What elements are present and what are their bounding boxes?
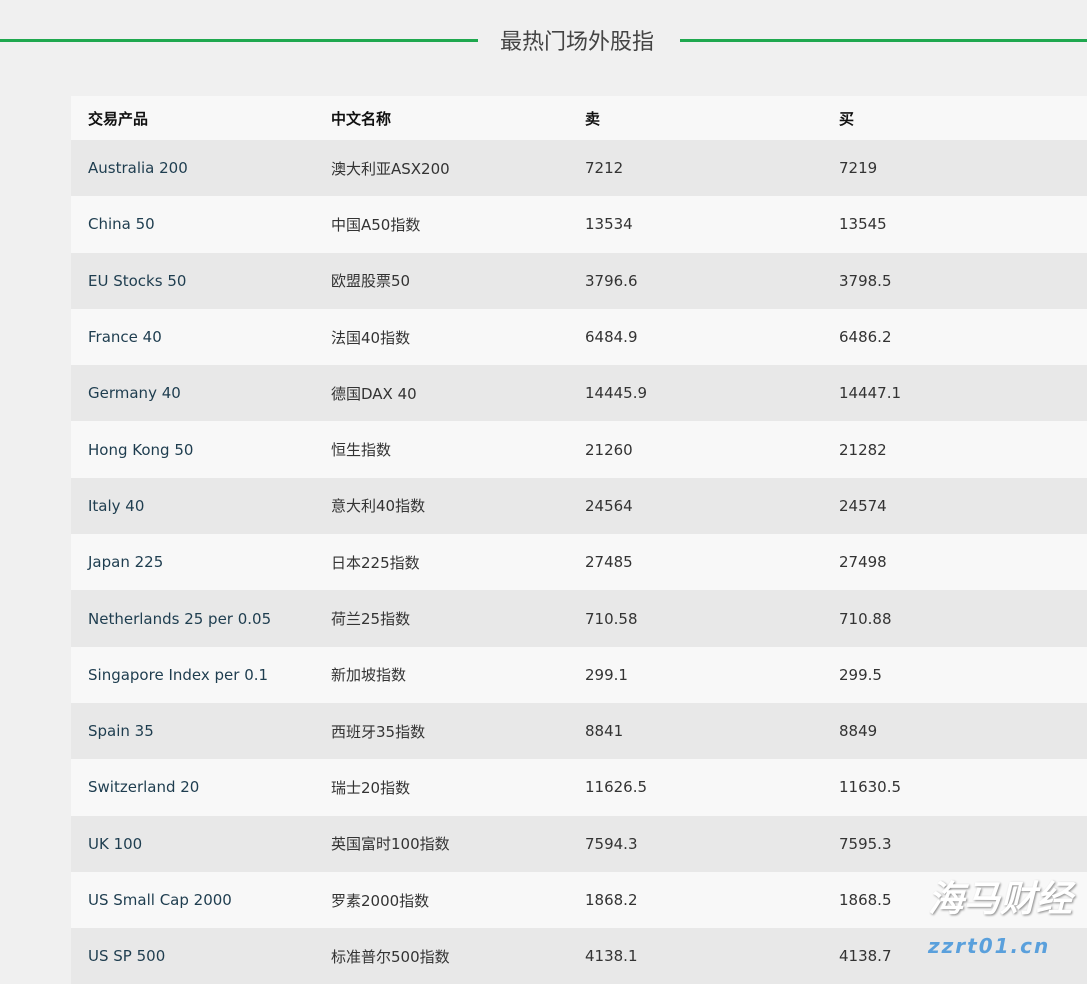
cell-chinese-name: 荷兰25指数 xyxy=(331,590,585,647)
table-row: US SP 500 标准普尔500指数 4138.1 4138.7 xyxy=(71,928,1087,984)
cell-product: US SP 500 xyxy=(71,928,331,984)
cell-buy: 14447.1 xyxy=(839,365,1087,422)
table-row: Switzerland 20 瑞士20指数 11626.5 11630.5 xyxy=(71,759,1087,816)
cell-buy: 27498 xyxy=(839,534,1087,591)
cell-buy: 11630.5 xyxy=(839,759,1087,816)
table-row: Japan 225 日本225指数 27485 27498 xyxy=(71,534,1087,591)
cell-sell: 1868.2 xyxy=(585,871,839,929)
cell-buy: 7595.3 xyxy=(839,815,1087,872)
table-row: Spain 35 西班牙35指数 8841 8849 xyxy=(71,702,1087,760)
col-header-product: 交易产品 xyxy=(71,96,331,140)
section-title: 最热门场外股指 xyxy=(500,30,655,55)
cell-product: Italy 40 xyxy=(71,477,331,535)
divider-right xyxy=(680,39,1087,42)
cell-sell: 6484.9 xyxy=(585,308,839,366)
table-row: Italy 40 意大利40指数 24564 24574 xyxy=(71,477,1087,535)
cell-product: Japan 225 xyxy=(71,534,331,591)
table-row: Netherlands 25 per 0.05 荷兰25指数 710.58 710.8… xyxy=(71,590,1087,647)
cell-sell: 13534 xyxy=(585,196,839,253)
cell-buy: 24574 xyxy=(839,477,1087,535)
section-header: 最热门场外股指 xyxy=(0,20,1087,60)
table-row: Hong Kong 50 恒生指数 21260 21282 xyxy=(71,421,1087,478)
cell-buy: 3798.5 xyxy=(839,252,1087,309)
cell-product: Hong Kong 50 xyxy=(71,421,331,478)
cell-buy: 710.88 xyxy=(839,590,1087,647)
table-row: Australia 200 澳大利亚ASX200 7212 7219 xyxy=(71,140,1087,197)
cell-sell: 4138.1 xyxy=(585,928,839,984)
cell-sell: 710.58 xyxy=(585,590,839,647)
cell-sell: 8841 xyxy=(585,702,839,760)
cell-product: Germany 40 xyxy=(71,365,331,422)
table-row: UK 100 英国富时100指数 7594.3 7595.3 xyxy=(71,815,1087,872)
table-row: Germany 40 德国DAX 40 14445.9 14447.1 xyxy=(71,365,1087,422)
table-row: Singapore Index per 0.1 新加坡指数 299.1 299.5 xyxy=(71,646,1087,703)
cell-product: UK 100 xyxy=(71,815,331,872)
cell-chinese-name: 罗素2000指数 xyxy=(331,871,585,929)
table-row: US Small Cap 2000 罗素2000指数 1868.2 1868.5 xyxy=(71,871,1087,929)
cell-product: EU Stocks 50 xyxy=(71,252,331,309)
col-header-chinese-name: 中文名称 xyxy=(331,96,585,140)
cell-buy: 299.5 xyxy=(839,646,1087,703)
cell-buy: 4138.7 xyxy=(839,928,1087,984)
cell-chinese-name: 标准普尔500指数 xyxy=(331,928,585,984)
cell-chinese-name: 意大利40指数 xyxy=(331,477,585,535)
cell-product: China 50 xyxy=(71,196,331,253)
col-header-buy: 买 xyxy=(839,96,1087,140)
table-row: France 40 法国40指数 6484.9 6486.2 xyxy=(71,308,1087,366)
cell-sell: 24564 xyxy=(585,477,839,535)
cell-sell: 7212 xyxy=(585,140,839,197)
cell-chinese-name: 德国DAX 40 xyxy=(331,365,585,422)
cell-chinese-name: 恒生指数 xyxy=(331,421,585,478)
cell-sell: 3796.6 xyxy=(585,252,839,309)
cell-buy: 6486.2 xyxy=(839,308,1087,366)
cell-product: France 40 xyxy=(71,308,331,366)
cell-sell: 7594.3 xyxy=(585,815,839,872)
cell-sell: 14445.9 xyxy=(585,365,839,422)
divider-left xyxy=(0,39,478,42)
cell-chinese-name: 法国40指数 xyxy=(331,308,585,366)
cell-chinese-name: 澳大利亚ASX200 xyxy=(331,140,585,197)
cell-sell: 21260 xyxy=(585,421,839,478)
cell-buy: 13545 xyxy=(839,196,1087,253)
cell-product: Australia 200 xyxy=(71,140,331,197)
cell-product: Singapore Index per 0.1 xyxy=(71,646,331,703)
table-header-row: 交易产品 中文名称 卖 买 xyxy=(71,96,1087,140)
cell-chinese-name: 欧盟股票50 xyxy=(331,252,585,309)
cell-product: US Small Cap 2000 xyxy=(71,871,331,929)
cell-chinese-name: 中国A50指数 xyxy=(331,196,585,253)
index-table: 交易产品 中文名称 卖 买 Australia 200 澳大利亚ASX200 721… xyxy=(71,96,1087,984)
cell-product: Switzerland 20 xyxy=(71,759,331,816)
table-row: China 50 中国A50指数 13534 13545 xyxy=(71,196,1087,253)
table-row: EU Stocks 50 欧盟股票50 3796.6 3798.5 xyxy=(71,252,1087,309)
cell-buy: 8849 xyxy=(839,702,1087,760)
cell-sell: 27485 xyxy=(585,534,839,591)
cell-product: Netherlands 25 per 0.05 xyxy=(71,590,331,647)
col-header-sell: 卖 xyxy=(585,96,839,140)
cell-chinese-name: 瑞士20指数 xyxy=(331,759,585,816)
cell-sell: 11626.5 xyxy=(585,759,839,816)
cell-buy: 7219 xyxy=(839,140,1087,197)
cell-buy: 21282 xyxy=(839,421,1087,478)
cell-chinese-name: 日本225指数 xyxy=(331,534,585,591)
cell-product: Spain 35 xyxy=(71,702,331,760)
cell-buy: 1868.5 xyxy=(839,871,1087,929)
cell-chinese-name: 英国富时100指数 xyxy=(331,815,585,872)
cell-sell: 299.1 xyxy=(585,646,839,703)
cell-chinese-name: 新加坡指数 xyxy=(331,646,585,703)
cell-chinese-name: 西班牙35指数 xyxy=(331,702,585,760)
